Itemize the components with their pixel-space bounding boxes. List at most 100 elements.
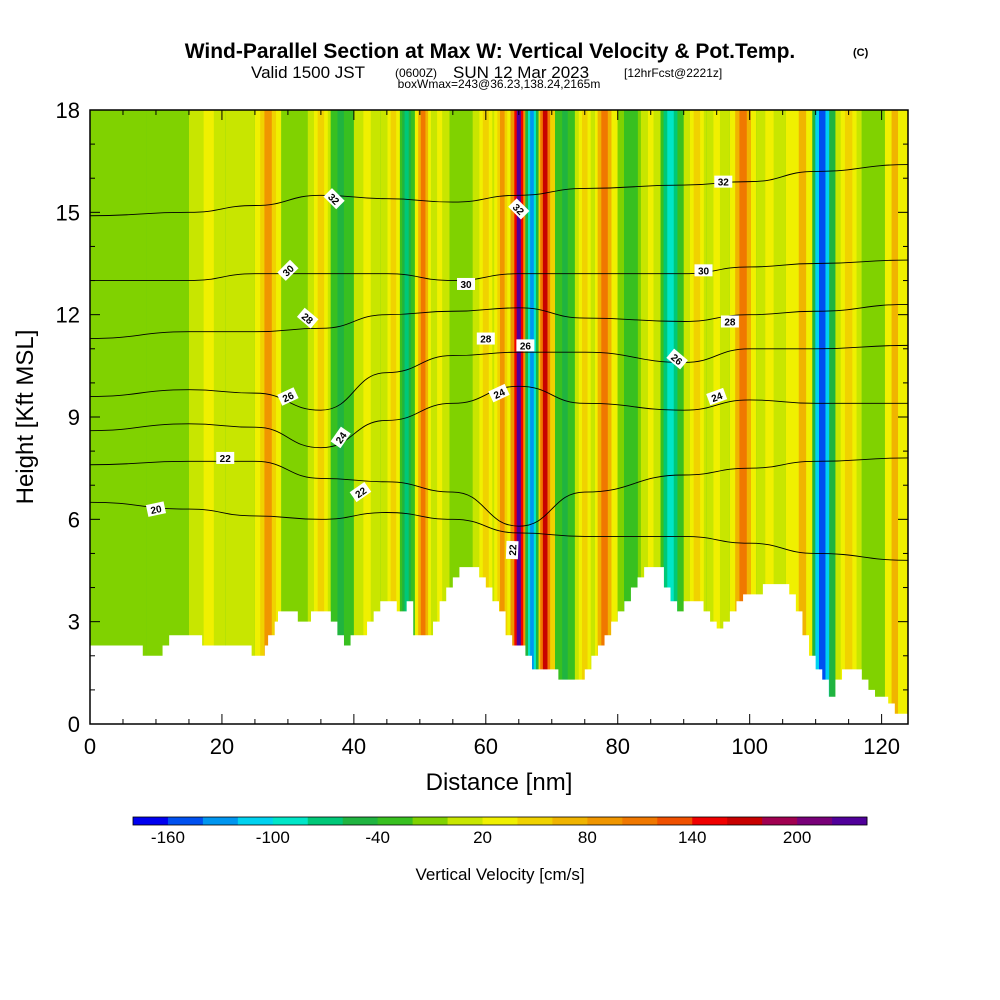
colorbar-swatch [727,817,763,825]
colorbar-swatch [307,817,344,825]
colorbar-swatch [797,817,833,825]
colorbar-swatch [133,817,169,825]
colorbar-swatch [482,817,518,825]
colorbar: -160 -100 -40 20 80 140 200 [132,816,868,847]
y-tick-label: 0 [68,712,80,737]
contour-label-box [714,175,733,188]
contour-label-box [216,451,235,464]
colorbar-swatch [202,817,239,825]
terrain-mask [90,567,908,724]
colorbar-tick-label: 80 [578,828,597,847]
y-tick-label: 18 [56,98,80,123]
colorbar-label: Vertical Velocity [cm/s] [415,865,584,884]
colorbar-swatch [237,817,274,825]
w-column-core [713,110,720,724]
contour-label-box [277,259,299,281]
contour-label-text: 24 [710,391,725,405]
w-column-core [317,110,325,724]
colorbar-swatch [272,817,309,825]
w-column-core [264,110,272,724]
colorbar-swatch [832,817,868,825]
y-tick-label: 3 [68,610,80,635]
contour-label: 24 [330,426,351,449]
colorbar-tick-label: -100 [256,828,290,847]
theta-contour-30 [90,259,908,282]
w-column-core [337,110,344,724]
contour-label-text: 26 [281,390,296,405]
x-axis-label: Distance [nm] [426,769,573,796]
w-column-core [844,110,853,724]
contour-label-box [476,332,495,345]
chart-subtitle: Valid 1500 JST (0600Z) SUN 12 Mar 2023 [… [251,63,722,82]
w-column-core [404,110,409,724]
contour-label: 22 [216,451,235,465]
colorbar-tick-label: -160 [151,828,185,847]
contour-label-box [505,540,519,560]
contour-label-box [145,501,167,517]
contour-label-text: 20 [150,504,164,517]
w-column-core [765,110,774,724]
contour-label: 26 [516,339,535,352]
colorbar-swatch [167,817,204,825]
contour-label: 22 [349,481,372,503]
colorbar-swatch [622,817,658,825]
w-column-core [237,110,246,724]
contour-label-text: 28 [480,335,492,346]
w-column-core [456,110,463,724]
colorbar-frame [132,816,868,826]
w-column-core [482,110,489,724]
colorbar-swatch [447,817,484,825]
theta-contour-28 [90,303,908,339]
contour-label-box [277,387,299,406]
w-column-core [871,110,879,724]
contour-label-box [323,188,345,210]
contour-label-box [706,387,728,406]
w-column-core [420,110,426,724]
theta-contour-20 [90,501,908,561]
contour-label: 28 [720,315,739,328]
w-column-core [516,110,521,724]
contour-label: 30 [457,277,476,291]
colorbar-swatch [342,817,379,825]
contour-label-box [694,264,713,277]
w-column-core [739,110,747,724]
colorbar-swatch [692,817,728,825]
subtitle-day: SUN 12 Mar 2023 [453,63,589,82]
contour-label-box [330,426,351,449]
w-column-core [601,110,608,724]
theta-contour-32 [90,164,908,217]
colorbar-swatch [552,817,588,825]
contour-label-box [508,198,530,220]
subtitle-valid-time: Valid 1500 JST [251,63,365,82]
contour-label-text: 22 [508,544,519,556]
w-column-core [647,110,654,724]
contour-label: 20 [145,501,167,517]
contour-label: 22 [505,540,519,560]
x-tick-label: 40 [342,734,366,759]
w-column-core [437,110,443,724]
chart-title: Wind-Parallel Section at Max W: Vertical… [185,40,796,63]
contour-label-box [296,307,319,329]
contour-label-text: 32 [718,178,730,189]
x-axis: 0 20 40 60 80 100 120 [84,110,900,759]
x-tick-label: 80 [605,734,629,759]
colorbar-tick-label: 200 [783,828,811,847]
colorbar-swatch [412,817,449,825]
contour-label-text: 30 [460,280,472,291]
w-column-core [798,110,807,724]
w-column-core [819,110,826,724]
contour-label-text: 24 [492,387,507,402]
contour-label: 32 [714,175,733,189]
colorbar-tick-label: -40 [365,828,390,847]
colorbar-swatch [517,817,553,825]
contour-label-box [349,481,372,503]
theta-contour-22 [90,457,908,527]
contour-label-text: 30 [698,266,710,277]
contour-label: 26 [277,387,299,406]
contour-label-box [457,277,476,290]
w-column-core [290,110,299,724]
subtitle-utc: (0600Z) [395,66,437,80]
